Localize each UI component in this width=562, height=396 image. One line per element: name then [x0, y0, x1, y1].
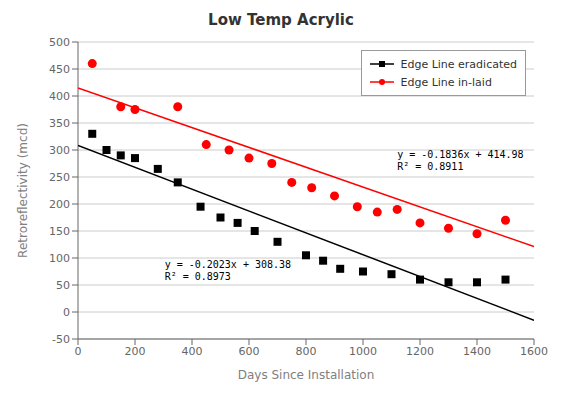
svg-text:100: 100	[49, 252, 70, 265]
svg-text:1600: 1600	[520, 345, 548, 358]
svg-text:200: 200	[49, 198, 70, 211]
svg-text:600: 600	[239, 345, 260, 358]
svg-text:-50: -50	[52, 333, 70, 346]
html-text:y = -0.2023x + 308.38: y = -0.2023x + 308.38	[164, 258, 292, 270]
html-text:y = -0.1836x + 414.98: y = -0.1836x + 414.98	[397, 148, 524, 160]
svg-text:450: 450	[49, 63, 70, 76]
html-text:R² = 0.8911: R² = 0.8911	[397, 160, 464, 172]
svg-text:150: 150	[49, 225, 70, 238]
svg-text:200: 200	[125, 345, 146, 358]
svg-text:400: 400	[49, 90, 70, 103]
svg-text:0: 0	[63, 306, 70, 319]
svg-text:400: 400	[182, 345, 203, 358]
html-text:Low Temp Acrylic: Low Temp Acrylic	[208, 11, 354, 29]
html-text:Edge Line in-laid: Edge Line in-laid	[400, 75, 492, 89]
svg-text:1000: 1000	[349, 345, 377, 358]
svg-text:1200: 1200	[406, 345, 434, 358]
svg-text:1400: 1400	[463, 345, 491, 358]
svg-text:0: 0	[75, 345, 82, 358]
svg-text:250: 250	[49, 171, 70, 184]
svg-text:800: 800	[296, 345, 317, 358]
svg-text:Retroreflectivity (mcd): Retroreflectivity (mcd)	[16, 123, 30, 258]
svg-text:300: 300	[49, 144, 70, 157]
svg-text:500: 500	[49, 36, 70, 49]
svg-text:50: 50	[56, 279, 70, 292]
svg-text:350: 350	[49, 117, 70, 130]
html-text:Edge Line eradicated: Edge Line eradicated	[400, 57, 517, 71]
html-text:R² = 0.8973: R² = 0.8973	[164, 270, 231, 282]
svg-text:Days Since Installation: Days Since Installation	[238, 368, 375, 382]
